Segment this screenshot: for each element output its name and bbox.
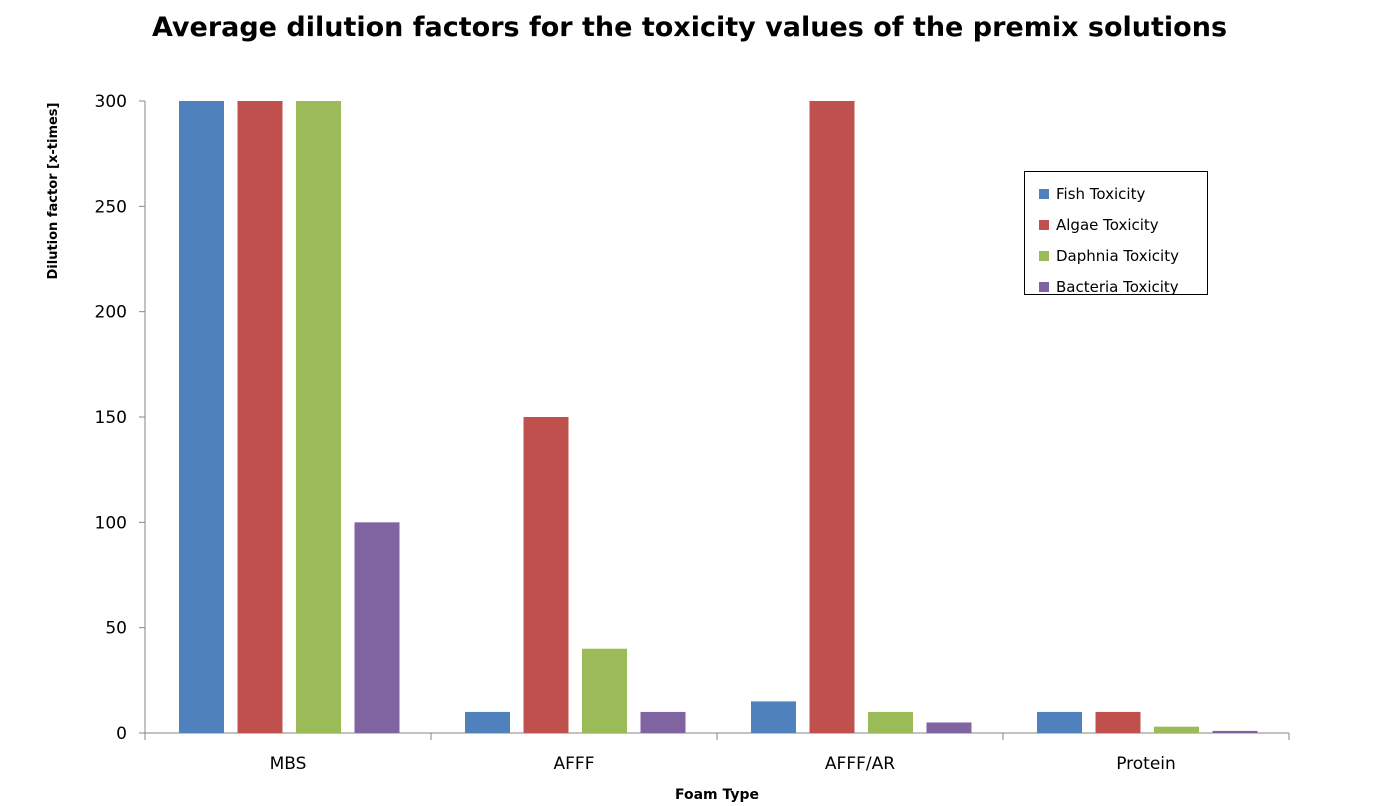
chart-title: Average dilution factors for the toxicit… — [151, 12, 1228, 43]
legend: Fish Toxicity Algae Toxicity Daphnia Toxic… — [1024, 171, 1208, 296]
bar-bacteria-toxicity-protein — [1212, 730, 1258, 733]
x-tick-label: MBS — [270, 754, 307, 774]
legend-label: Daphnia Toxicity — [1056, 246, 1179, 265]
legend-item: Fish Toxicity — [1039, 178, 1207, 209]
x-axis-title: Foam Type — [675, 787, 759, 803]
legend-label: Fish Toxicity — [1056, 184, 1146, 203]
legend-swatch — [1039, 188, 1049, 199]
bar-daphnia-toxicity-mbs — [296, 101, 341, 733]
y-tick-label: 200 — [95, 303, 127, 323]
y-tick-label: 250 — [95, 197, 127, 217]
bar-daphnia-toxicity-afff-ar — [868, 711, 913, 733]
legend-label: Bacteria Toxicity — [1056, 277, 1179, 296]
y-tick-label: 150 — [95, 408, 127, 428]
y-tick-label: 50 — [105, 619, 127, 639]
x-tick-label: Protein — [1116, 754, 1176, 774]
bar-fish-toxicity-afff-ar — [751, 701, 796, 733]
bar-algae-toxicity-afff — [523, 417, 569, 733]
x-tick-label: AFFF — [554, 754, 595, 774]
y-tick-label: 100 — [95, 513, 127, 533]
bar-fish-toxicity-mbs — [179, 101, 224, 733]
legend-swatch — [1039, 281, 1049, 292]
y-tick-label: 300 — [95, 92, 127, 112]
x-tick-label: AFFF/AR — [825, 754, 895, 774]
legend-swatch — [1039, 250, 1049, 261]
bar-algae-toxicity-mbs — [237, 101, 283, 733]
bar-fish-toxicity-afff — [465, 711, 510, 733]
bar-bacteria-toxicity-mbs — [354, 522, 400, 733]
legend-item: Bacteria Toxicity — [1039, 271, 1207, 302]
legend-label: Algae Toxicity — [1056, 215, 1159, 234]
bar-algae-toxicity-afff-ar — [809, 101, 855, 733]
bar-daphnia-toxicity-afff — [582, 648, 627, 733]
y-axis-title: Dilution factor [x-times] — [46, 103, 61, 280]
bar-daphnia-toxicity-protein — [1154, 726, 1199, 733]
legend-item: Algae Toxicity — [1039, 209, 1207, 240]
bar-bacteria-toxicity-afff — [640, 711, 686, 733]
bar-fish-toxicity-protein — [1037, 711, 1082, 733]
bar-algae-toxicity-protein — [1095, 711, 1141, 733]
y-tick-label: 0 — [116, 724, 127, 744]
legend-swatch — [1039, 219, 1049, 230]
bar-bacteria-toxicity-afff-ar — [926, 722, 972, 733]
legend-item: Daphnia Toxicity — [1039, 240, 1207, 271]
